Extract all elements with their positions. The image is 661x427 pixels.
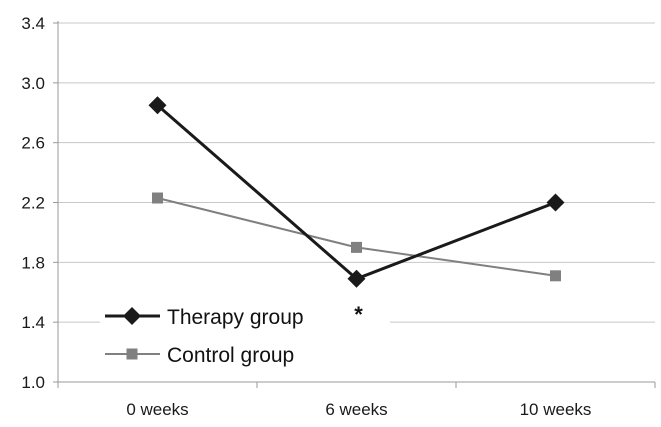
y-axis-tick-labels: 1.0 1.4 1.8 2.2 2.6 3.0 3.4 bbox=[21, 14, 45, 392]
significance-asterisk: * bbox=[354, 302, 363, 327]
x-axis-tick-labels: 0 weeks 6 weeks 10 weeks bbox=[126, 400, 591, 419]
annotations: * bbox=[354, 302, 363, 327]
series-layer bbox=[148, 96, 565, 288]
legend-box bbox=[100, 290, 390, 370]
data-point bbox=[152, 192, 163, 204]
y-tick-label: 3.0 bbox=[21, 74, 45, 93]
x-tick-label: 6 weeks bbox=[325, 400, 387, 419]
x-tick-label: 0 weeks bbox=[126, 400, 188, 419]
data-point bbox=[148, 96, 167, 115]
y-tick-label: 1.8 bbox=[21, 253, 45, 272]
data-point bbox=[347, 269, 366, 288]
legend-label: Therapy group bbox=[167, 306, 304, 329]
axes bbox=[53, 21, 656, 388]
data-point bbox=[550, 270, 561, 282]
data-point bbox=[351, 241, 362, 253]
y-tick-label: 2.6 bbox=[21, 134, 45, 153]
y-tick-label: 1.0 bbox=[21, 373, 45, 392]
legend-marker bbox=[123, 307, 141, 325]
data-point bbox=[546, 193, 565, 212]
y-tick-label: 1.4 bbox=[21, 313, 45, 332]
legend-label: Control group bbox=[167, 344, 294, 367]
legend: Therapy group Control group bbox=[100, 290, 390, 370]
y-tick-label: 2.2 bbox=[21, 194, 45, 213]
y-tick-label: 3.4 bbox=[21, 14, 45, 33]
legend-marker bbox=[126, 348, 138, 360]
x-tick-label: 10 weeks bbox=[520, 400, 592, 419]
series-line-1 bbox=[157, 197, 556, 277]
